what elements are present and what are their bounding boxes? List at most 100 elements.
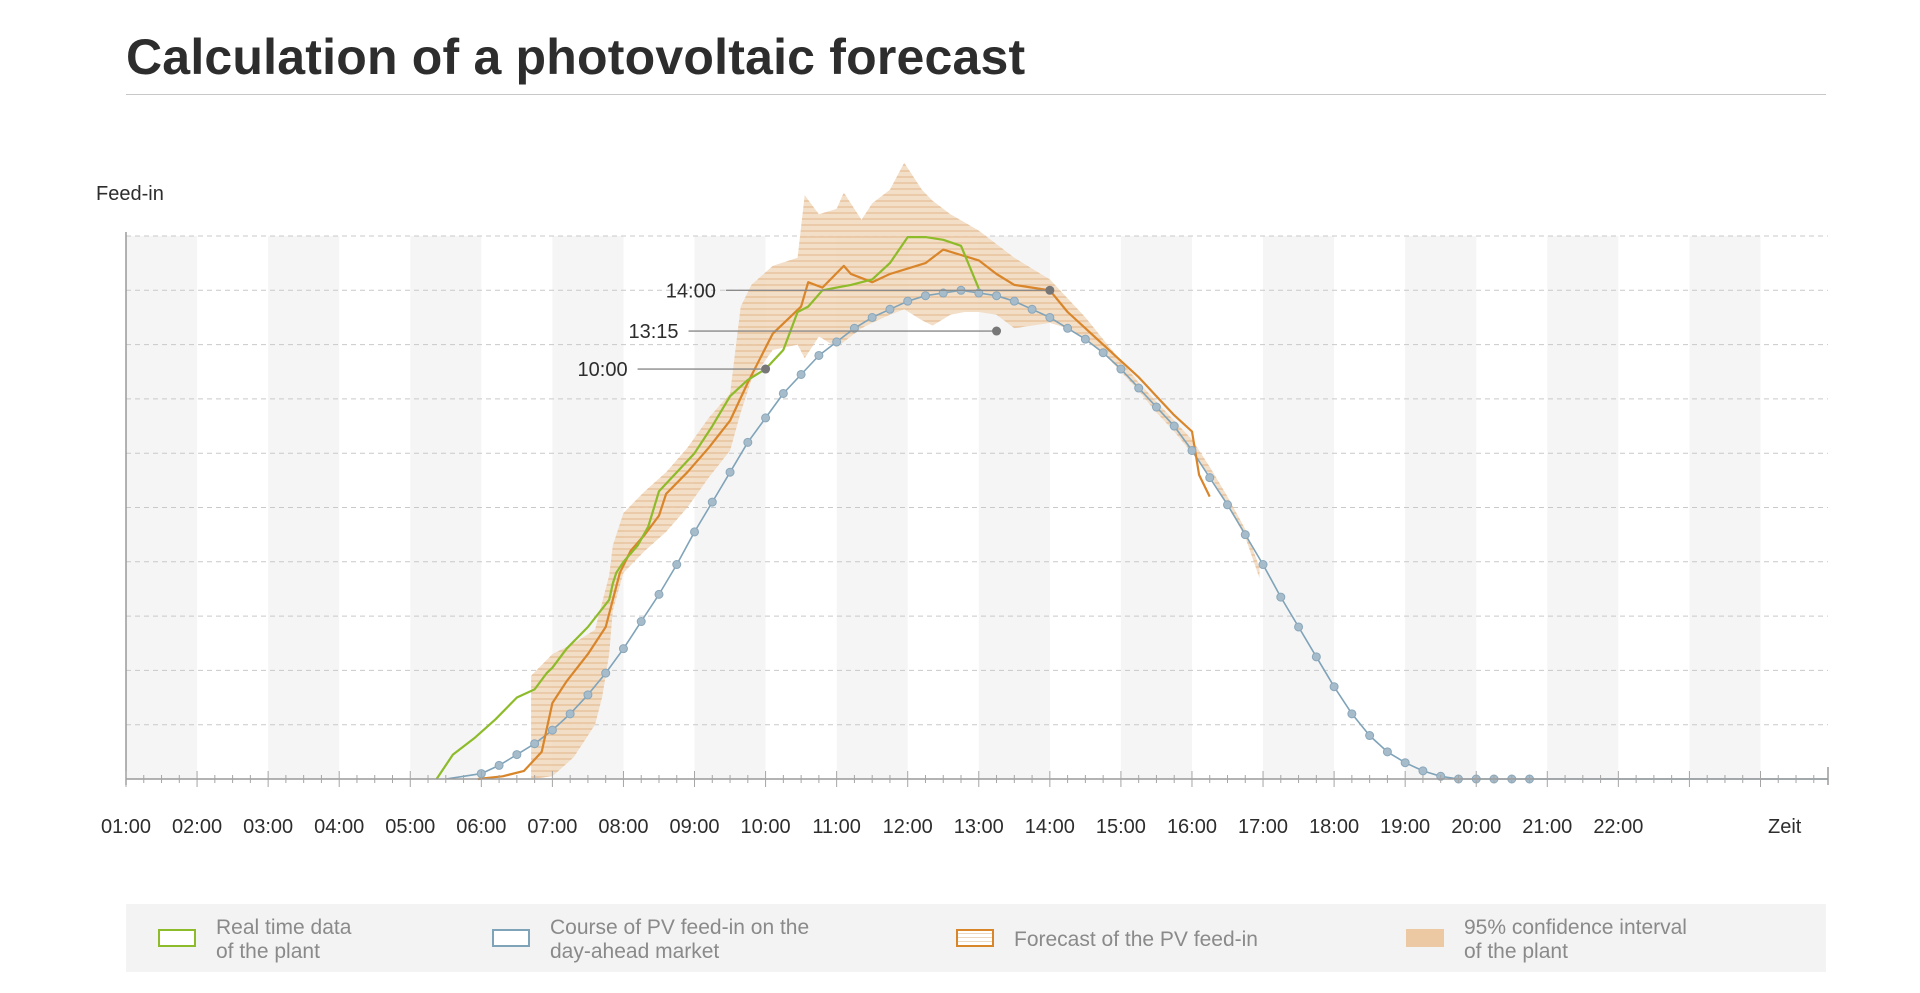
day-ahead-point	[1116, 364, 1126, 374]
day-ahead-point	[1311, 652, 1321, 662]
legend-swatch-real-time	[158, 929, 196, 947]
x-tick-label: 08:00	[598, 816, 648, 838]
x-tick-label: 16:00	[1167, 816, 1217, 838]
x-tick-label: 18:00	[1309, 816, 1359, 838]
forecast-line	[477, 248, 1211, 781]
day-ahead-point	[530, 739, 540, 749]
legend-label: Forecast of the PV feed-in	[1014, 928, 1258, 951]
day-ahead-point	[1258, 560, 1268, 570]
day-ahead-point	[1223, 500, 1233, 510]
day-ahead-point	[1365, 731, 1375, 741]
day-ahead-point	[547, 725, 557, 735]
day-ahead-point	[1134, 383, 1144, 393]
day-ahead-point	[1080, 334, 1090, 344]
day-ahead-point	[1400, 758, 1410, 768]
day-ahead-point	[885, 304, 895, 314]
confidence-band	[531, 162, 1260, 779]
day-ahead-point	[1151, 402, 1161, 412]
legend-label: day-ahead market	[550, 940, 720, 963]
x-tick-label: 01:00	[101, 816, 151, 838]
legend-label: Course of PV feed-in on the	[550, 916, 810, 939]
legend-item-forecast: Forecast of the PV feed-in	[956, 914, 1286, 964]
legend-item-day-ahead: Course of PV feed-in on the day-ahead ma…	[492, 914, 872, 964]
chart-legend: Real time data of the plant Course of PV…	[126, 904, 1826, 972]
day-ahead-point	[636, 617, 646, 627]
x-tick-label: 19:00	[1380, 816, 1430, 838]
x-tick-label: 21:00	[1522, 816, 1572, 838]
annotation-label: 13:15	[628, 321, 678, 343]
day-ahead-point	[867, 312, 877, 322]
day-ahead-point	[1347, 709, 1357, 719]
legend-swatch-day-ahead	[492, 929, 530, 947]
day-ahead-point	[778, 388, 788, 398]
day-ahead-point	[1045, 312, 1055, 322]
x-axis-label: Zeit	[1768, 816, 1802, 838]
day-ahead-point	[849, 323, 859, 333]
day-ahead-point	[1063, 323, 1073, 333]
day-ahead-line	[445, 289, 1828, 780]
day-ahead-point	[512, 750, 522, 760]
x-tick-label: 22:00	[1593, 816, 1643, 838]
day-ahead-point	[583, 690, 593, 700]
x-tick-label: 20:00	[1451, 816, 1501, 838]
legend-item-confidence: 95% confidence interval of the plant	[1406, 914, 1766, 964]
legend-label: 95% confidence interval	[1464, 916, 1687, 939]
x-tick-label: 10:00	[741, 816, 791, 838]
x-tick-label: 05:00	[385, 816, 435, 838]
day-ahead-point	[1187, 445, 1197, 455]
day-ahead-point	[974, 288, 984, 298]
x-tick-label: 06:00	[456, 816, 506, 838]
legend-swatch-forecast	[956, 929, 994, 947]
annotation-marker	[1045, 285, 1055, 295]
legend-item-real-time: Real time data of the plant	[158, 914, 488, 964]
day-ahead-point	[992, 291, 1002, 301]
annotation-marker	[992, 326, 1002, 336]
day-ahead-point	[1169, 421, 1179, 431]
day-ahead-point	[690, 527, 700, 537]
day-ahead-point	[814, 350, 824, 360]
title-divider	[126, 94, 1826, 95]
x-tick-label: 02:00	[172, 816, 222, 838]
x-tick-label: 09:00	[669, 816, 719, 838]
real-time-line	[435, 236, 980, 780]
x-tick-label: 03:00	[243, 816, 293, 838]
legend-swatch-confidence	[1406, 929, 1444, 947]
day-ahead-point	[796, 369, 806, 379]
day-ahead-point	[938, 288, 948, 298]
day-ahead-point	[494, 760, 504, 770]
annotation-label: 10:00	[578, 359, 628, 381]
day-ahead-point	[725, 467, 735, 477]
page-title: Calculation of a photovoltaic forecast	[126, 29, 1026, 85]
x-tick-label: 13:00	[954, 816, 1004, 838]
y-axis-label: Feed-in	[96, 183, 164, 205]
day-ahead-point	[565, 709, 575, 719]
day-ahead-point	[1240, 530, 1250, 540]
day-ahead-point	[743, 437, 753, 447]
day-ahead-point	[601, 668, 611, 678]
day-ahead-point	[920, 291, 930, 301]
day-ahead-point	[1009, 296, 1019, 306]
day-ahead-point	[1027, 304, 1037, 314]
day-ahead-point	[1098, 348, 1108, 358]
x-tick-label: 14:00	[1025, 816, 1075, 838]
x-tick-label: 12:00	[883, 816, 933, 838]
legend-label: Real time data	[216, 916, 352, 939]
annotation-label: 14:00	[666, 280, 716, 302]
day-ahead-point	[761, 413, 771, 423]
x-tick-label: 15:00	[1096, 816, 1146, 838]
day-ahead-point	[832, 337, 842, 347]
legend-label: of the plant	[1464, 940, 1568, 963]
x-tick-label: 17:00	[1238, 816, 1288, 838]
day-ahead-point	[1294, 622, 1304, 632]
x-tick-label: 07:00	[527, 816, 577, 838]
legend-label: of the plant	[216, 940, 320, 963]
day-ahead-point	[1329, 682, 1339, 692]
day-ahead-point	[903, 296, 913, 306]
day-ahead-point	[707, 497, 717, 507]
day-ahead-point	[654, 589, 664, 599]
day-ahead-point	[672, 560, 682, 570]
day-ahead-point	[618, 644, 628, 654]
day-ahead-point	[1205, 473, 1215, 483]
x-tick-label: 04:00	[314, 816, 364, 838]
day-ahead-point	[1418, 766, 1428, 776]
